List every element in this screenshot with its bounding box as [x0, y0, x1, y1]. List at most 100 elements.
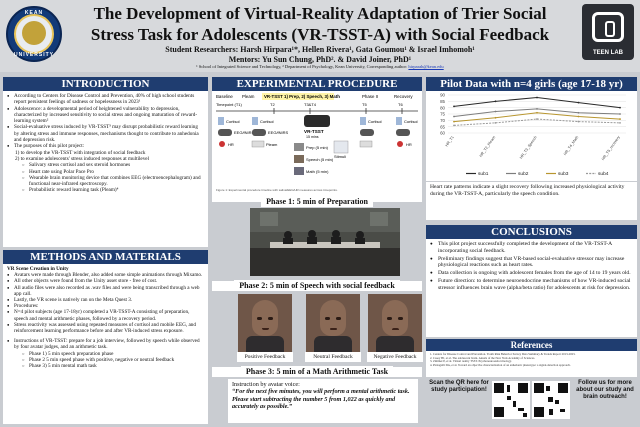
cortisol-icon: [252, 117, 258, 125]
methods-bullet: All audio files were also recorded as .w…: [7, 285, 204, 297]
avatar-instruction-quote: “For the next five minutes, you will per…: [232, 388, 410, 411]
intro-sub-bullet: Wearable brain monitoring device that co…: [7, 175, 204, 188]
neutral-feedback-avatar-image: [306, 294, 360, 352]
y-tick-label: 70: [440, 118, 445, 123]
svg-text:Stimuli: Stimuli: [334, 154, 346, 159]
measure-label: HR: [228, 142, 234, 147]
svg-text:Prep (5 min): Prep (5 min): [306, 145, 329, 150]
conclusions-panel: This pilot project successfully complete…: [426, 239, 637, 337]
participation-qr-code[interactable]: [492, 381, 530, 419]
y-tick-label: 75: [440, 112, 445, 117]
legend-label: sub4: [598, 171, 609, 177]
data-point: [577, 120, 580, 123]
svg-text:15 mins: 15 mins: [306, 135, 319, 139]
y-tick-label: 80: [440, 105, 445, 110]
methods-heading: METHODS AND MATERIALS: [3, 250, 208, 264]
svg-text:Speech (5 min): Speech (5 min): [306, 157, 334, 162]
eeg-headset-icon: [360, 129, 374, 136]
data-point: [453, 120, 455, 123]
data-point: [577, 101, 580, 104]
conclusion-bullet: Future direction: to determine neuroendo…: [430, 278, 633, 292]
svg-text:Cortisol: Cortisol: [260, 119, 274, 124]
series-line-sub4: [453, 118, 621, 126]
conclusions-heading: CONCLUSIONS: [426, 225, 637, 239]
data-point: [619, 121, 621, 124]
data-point: [536, 96, 538, 99]
data-point: [536, 118, 538, 120]
corresponding-email-link[interactable]: hirparah@kean.edu: [408, 64, 444, 69]
data-point: [494, 100, 497, 103]
phase1-scene-image: [250, 208, 400, 276]
intro-bullet: The purposes of this pilot project:: [7, 143, 204, 150]
svg-text:Pleam: Pleam: [266, 142, 278, 147]
experimental-procedure-figure: Baseline Pleam VR-TSST 1) Prep, 2) Speec…: [212, 91, 422, 202]
qr-caption-outreach: Follow us for more about our study and b…: [576, 380, 634, 400]
phase3-instruction-panel: Instruction by avatar voice: “For the ne…: [228, 379, 418, 423]
data-point: [494, 116, 497, 119]
references-heading: References: [426, 339, 637, 351]
measure-label: Cortisol: [226, 119, 240, 124]
timepoint-label: T2: [270, 102, 275, 107]
legend-label: sub2: [518, 171, 529, 177]
outreach-qr-code[interactable]: [532, 381, 570, 419]
negative-feedback-label: Negative Feedback: [367, 352, 423, 362]
methods-bullet: N=4 pilot subjects (age 17-18yr) complet…: [7, 309, 204, 321]
poster-title: The Development of Virtual-Reality Adapt…: [90, 4, 550, 44]
y-tick-label: 85: [440, 99, 445, 104]
data-point: [536, 111, 538, 114]
eeg-headset-icon: [218, 129, 232, 136]
pilot-data-heading: Pilot Data with n=4 girls (age 17-18 yr): [426, 77, 637, 91]
data-point: [536, 108, 538, 110]
phase3-caption: Phase 3: 5 min of a Math Arithmetic Task: [212, 366, 422, 377]
methods-bullet: Avatars were made through Blender, also …: [7, 272, 204, 278]
methods-bullet: Stress reactivity was assessed using rep…: [7, 322, 204, 334]
methods-panel: VR Scene Creation in Unity Avatars were …: [3, 264, 208, 424]
data-point: [619, 118, 621, 120]
svg-text:Cortisol: Cortisol: [368, 119, 382, 124]
intro-aim: 1) to develop the VR-TSST with integrati…: [15, 149, 146, 156]
data-point: [453, 105, 455, 108]
phase1-caption: Phase 1: 5 min of Preparation: [212, 196, 422, 207]
data-point: [494, 110, 497, 113]
references-panel: 1. Centers for Disease Control and Preve…: [426, 351, 637, 377]
data-point: [619, 106, 621, 109]
methods-bullet: Lastly, the VR scene is natively ran on …: [7, 297, 204, 303]
intro-sub-bullet: Probabilistic reward learning task (Plea…: [7, 187, 204, 194]
series-line-sub1: [453, 97, 621, 109]
experimental-heading: EXPERIMENTAL PROCEDURE: [212, 77, 422, 91]
timepoint-label: T3&T4: [304, 102, 317, 107]
intro-sub-bullet: Heart rate using Polar Pace Pro: [7, 169, 204, 176]
x-tick-label: HR_T1: [445, 135, 455, 147]
phase-label: Phase II: [362, 94, 378, 99]
x-tick-label: HR_T3_Speech: [519, 135, 538, 159]
conclusion-bullet: Preliminary findings suggest that VR-bas…: [430, 256, 633, 270]
y-tick-label: 60: [440, 131, 445, 136]
phase-label: VR-TSST 1) Prep, 2) Speech, 3) Math: [264, 94, 340, 99]
eeg-headset-icon: [252, 129, 266, 136]
methods-bullet: Procedures:: [7, 303, 204, 309]
intro-sub-bullet: Salivary stress cortisol and sex steroid…: [7, 162, 204, 169]
x-tick-label: HR_T5_recovery: [601, 135, 621, 161]
svg-text:Math (5 min): Math (5 min): [306, 169, 329, 174]
phase-label: Baseline: [216, 94, 233, 99]
intro-aim: 2) to examine adolescents' stress induce…: [15, 155, 150, 162]
qr-caption-participation: Scan the QR here for study participation…: [429, 380, 489, 393]
data-point: [577, 115, 580, 118]
neutral-feedback-label: Neutral Feedback: [305, 352, 361, 362]
positive-feedback-label: Positive Feedback: [237, 352, 293, 362]
affiliation: ¹ School of Integrated Science and Techn…: [196, 64, 444, 69]
procedure-timeline-diagram: Baseline Pleam VR-TSST 1) Prep, 2) Speec…: [216, 93, 418, 192]
data-point: [494, 121, 497, 124]
methods-phase: Phase 3) 5 min mental math task: [7, 363, 204, 369]
phase-label: Pleam: [242, 94, 255, 99]
instruction-label: Instruction by avatar voice:: [232, 381, 300, 388]
vr-tsst-label: VR-TSST: [304, 129, 324, 134]
svg-text:EEG/fNIRS: EEG/fNIRS: [268, 130, 289, 135]
positive-feedback-avatar-image: [238, 294, 292, 352]
eeg-headset-icon: [396, 129, 410, 136]
measure-label: EEG/fNIRS: [234, 130, 255, 135]
pleam-screen-icon: [251, 140, 265, 148]
x-tick-label: HR_T2_Pleam: [479, 135, 497, 158]
methods-phase: Phase 2 5 min speed phase with positive,…: [7, 357, 204, 363]
